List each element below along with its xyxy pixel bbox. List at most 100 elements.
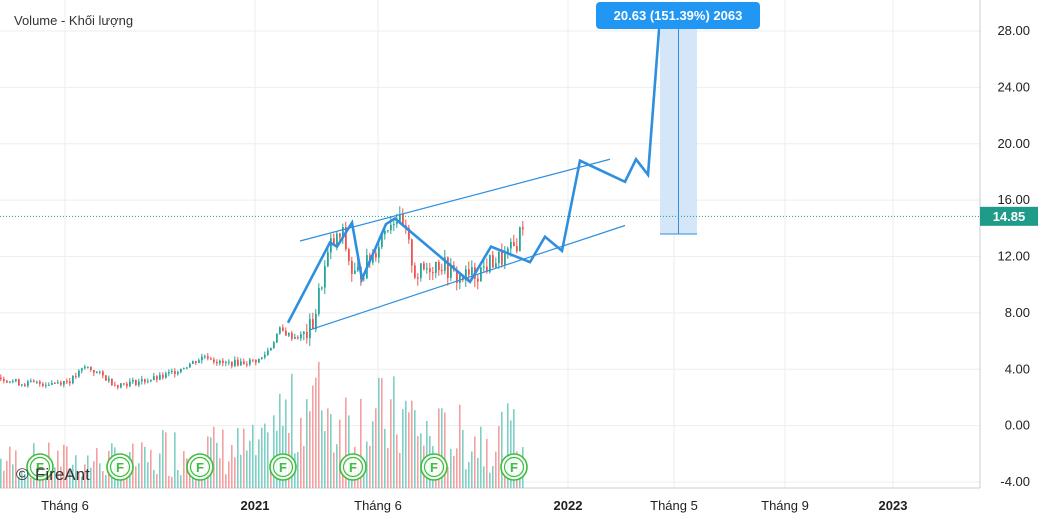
candle-body bbox=[375, 253, 377, 258]
volume-bar bbox=[0, 458, 2, 488]
candle-body bbox=[504, 253, 506, 265]
volume-bar bbox=[63, 444, 65, 488]
volume-bar bbox=[477, 457, 479, 488]
candle-body bbox=[81, 368, 83, 371]
volume-bar bbox=[51, 471, 53, 488]
volume-bar bbox=[459, 404, 461, 488]
candle-body bbox=[9, 381, 11, 383]
candle-body bbox=[315, 313, 317, 330]
time-tick-label: 2021 bbox=[241, 498, 270, 513]
candle-body bbox=[177, 372, 179, 375]
candle-body bbox=[201, 356, 203, 361]
candle-body bbox=[498, 251, 500, 264]
volume-bar bbox=[177, 469, 179, 488]
candle-body bbox=[456, 269, 458, 283]
candle-body bbox=[132, 379, 134, 382]
volume-bar bbox=[183, 451, 185, 488]
volume-bar bbox=[81, 476, 83, 488]
candle-body bbox=[522, 227, 524, 230]
candle-body bbox=[48, 384, 50, 386]
candle-body bbox=[306, 331, 308, 339]
volume-bar bbox=[21, 471, 23, 488]
volume-bar bbox=[246, 450, 248, 488]
candle-body bbox=[84, 366, 86, 369]
candle-body bbox=[459, 275, 461, 283]
candle-body bbox=[297, 337, 299, 339]
volume-bar bbox=[300, 417, 302, 488]
volume-bar bbox=[192, 470, 194, 488]
fireant-logo: © FireAnt bbox=[16, 465, 90, 484]
volume-bar bbox=[90, 467, 92, 488]
channel-lower-line[interactable] bbox=[309, 224, 626, 331]
candle-body bbox=[519, 227, 521, 252]
volume-bar bbox=[405, 400, 407, 488]
candle-body bbox=[195, 361, 197, 363]
candle-body bbox=[516, 246, 518, 252]
volume-bar bbox=[315, 377, 317, 488]
event-marker[interactable]: F bbox=[500, 453, 528, 481]
volume-bar bbox=[171, 476, 173, 488]
volume-bar bbox=[285, 399, 287, 488]
volume-bar bbox=[141, 442, 143, 488]
candle-body bbox=[54, 382, 56, 384]
time-tick-label: Tháng 9 bbox=[761, 498, 809, 513]
candle-body bbox=[408, 227, 410, 240]
time-tick-label: Tháng 6 bbox=[354, 498, 402, 513]
volume-bar bbox=[504, 472, 506, 488]
candle-body bbox=[120, 383, 122, 388]
candle-body bbox=[216, 362, 218, 364]
volume-bar bbox=[93, 461, 95, 488]
price-tick-label: 16.00 bbox=[997, 192, 1030, 207]
candle-body bbox=[30, 380, 32, 382]
event-marker[interactable]: F bbox=[186, 453, 214, 481]
price-axis[interactable]: 28.00 24.00 20.00 16.00 12.00 8.00 4.00 0.00 -4.… bbox=[997, 23, 1030, 489]
event-marker[interactable]: F bbox=[269, 453, 297, 481]
volume-bar bbox=[393, 376, 395, 488]
candle-body bbox=[264, 354, 266, 358]
candle-body bbox=[477, 278, 479, 282]
price-tick-label: 4.00 bbox=[1005, 361, 1030, 376]
price-tick-label: 12.00 bbox=[997, 249, 1030, 264]
event-marker[interactable]: F bbox=[420, 453, 448, 481]
candle-body bbox=[372, 253, 374, 263]
measure-label: 20.63 (151.39%) 2063 bbox=[614, 8, 743, 23]
event-marker[interactable]: F bbox=[26, 453, 54, 481]
candle-body bbox=[255, 359, 257, 363]
candle-body bbox=[24, 384, 26, 386]
volume-bar bbox=[360, 398, 362, 488]
price-tick-label: 20.00 bbox=[997, 136, 1030, 151]
candle-body bbox=[123, 383, 125, 385]
candle-body bbox=[156, 376, 158, 380]
candle-body bbox=[447, 257, 449, 278]
event-marker-ring bbox=[342, 456, 364, 478]
volume-bar bbox=[471, 451, 473, 488]
event-marker-label: F bbox=[36, 460, 44, 475]
volume-bar bbox=[336, 444, 338, 488]
volume-bar bbox=[84, 464, 86, 488]
candle-body bbox=[444, 257, 446, 271]
volume-bar bbox=[324, 431, 326, 488]
volume-bar bbox=[447, 466, 449, 488]
volume-bar bbox=[420, 433, 422, 488]
indicator-title: Volume - Khối lượng bbox=[14, 13, 133, 28]
measure-tool[interactable] bbox=[660, 9, 697, 235]
candle-body bbox=[312, 319, 314, 330]
volume-bar bbox=[318, 361, 320, 488]
trend-drawings[interactable] bbox=[286, 16, 662, 331]
time-tick-label: Tháng 6 bbox=[41, 498, 89, 513]
time-axis[interactable]: Tháng 6 2021 Tháng 6 2022 Tháng 5 Tháng 9 2023 bbox=[41, 498, 907, 513]
event-marker[interactable]: F bbox=[106, 453, 134, 481]
time-tick-label: Tháng 5 bbox=[650, 498, 698, 513]
candle-body bbox=[228, 361, 230, 363]
event-marker[interactable]: F bbox=[339, 453, 367, 481]
candle-body bbox=[267, 350, 269, 355]
volume-bar bbox=[501, 411, 503, 488]
volume-bar bbox=[417, 436, 419, 488]
volume-bar bbox=[159, 453, 161, 488]
projection-path[interactable] bbox=[286, 16, 662, 324]
candle-body bbox=[18, 379, 20, 386]
volume-bar bbox=[228, 461, 230, 488]
candle-body bbox=[111, 378, 113, 386]
